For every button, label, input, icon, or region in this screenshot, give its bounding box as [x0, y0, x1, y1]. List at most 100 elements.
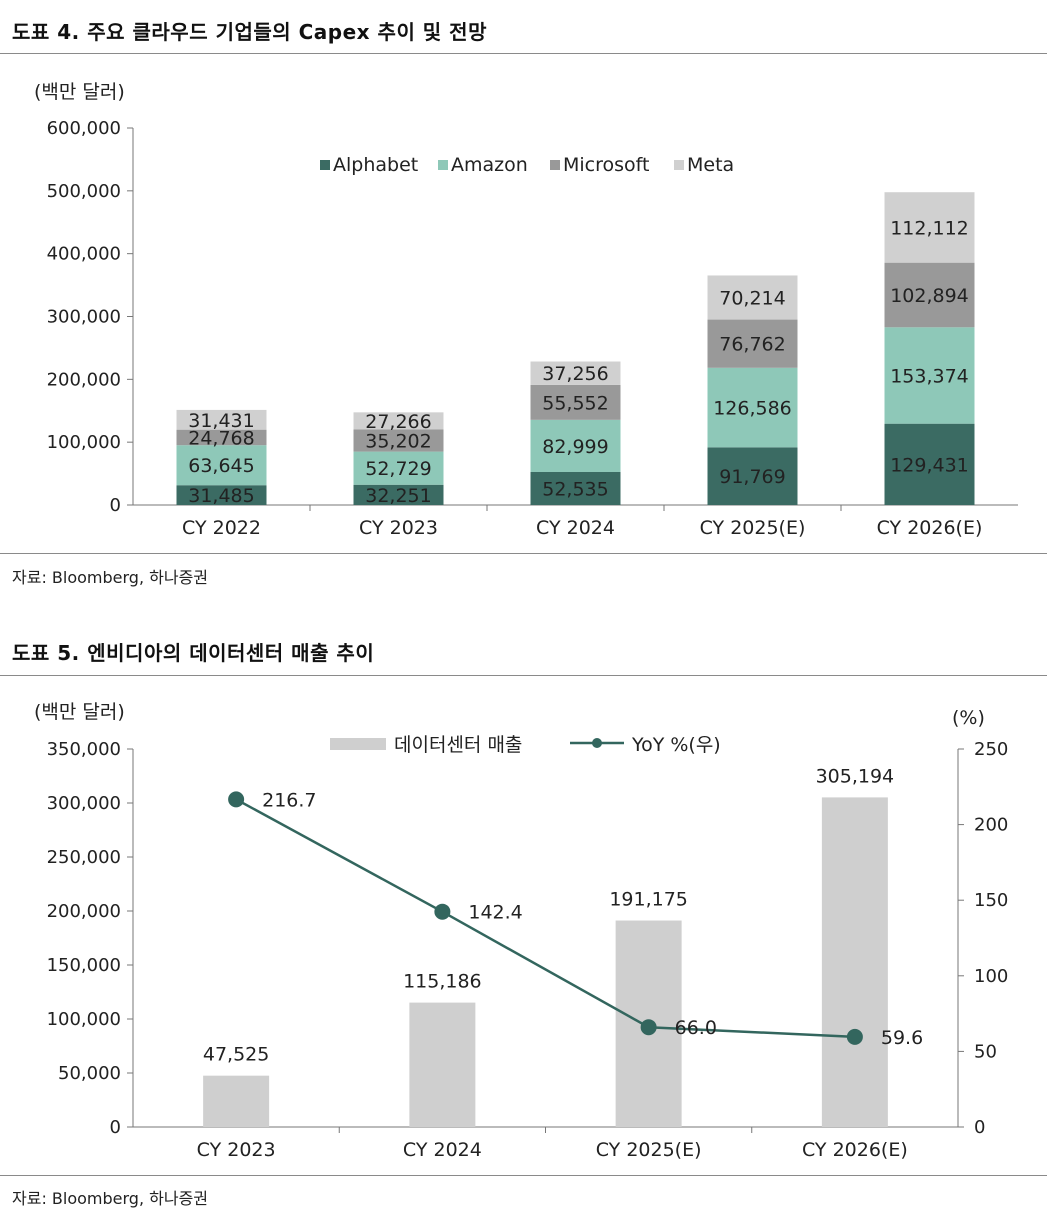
figure4-source: 자료: Bloomberg, 하나증권: [12, 568, 209, 587]
data-label-alphabet: 91,769: [719, 466, 785, 488]
legend-label-microsoft: Microsoft: [563, 154, 649, 176]
legend-swatch-revenue: [330, 738, 386, 750]
right-y-tick-label: 100: [974, 966, 1008, 987]
right-y-tick-label: 200: [974, 815, 1008, 836]
revenue-bar: [203, 1075, 270, 1127]
bar-segment-meta: [884, 192, 975, 263]
data-label-amazon: 63,645: [188, 455, 254, 477]
figure4-bottom-rule: [0, 553, 1047, 554]
figure4-title: 도표 4. 주요 클라우드 기업들의 Capex 추이 및 전망: [12, 20, 487, 44]
legend-label-revenue: 데이터센터 매출: [394, 734, 522, 756]
left-axis-unit-label: (백만 달러): [34, 701, 125, 723]
data-label-amazon: 52,729: [365, 458, 431, 480]
data-label-amazon: 153,374: [890, 365, 969, 387]
bar-segment-meta: [707, 275, 798, 320]
x-tick-label: CY 2023: [359, 517, 438, 539]
y-tick-label: 400,000: [47, 244, 121, 265]
data-label-alphabet: 31,485: [188, 485, 254, 507]
bar-segment-microsoft: [176, 429, 267, 446]
bar-segment-microsoft: [530, 384, 621, 420]
bar-segment-meta: [353, 412, 444, 430]
x-tick-label: CY 2025(E): [700, 517, 806, 539]
right-axis-unit-label: (%): [952, 707, 985, 729]
left-y-tick-label: 150,000: [47, 955, 121, 976]
capex-stacked-bar-chart: (백만 달러) 0 100,000 200,000 300,000 400,000 500,…: [34, 81, 1018, 539]
yoy-line: [235, 798, 855, 1039]
bar-segment-alphabet: [884, 423, 975, 505]
yoy-marker: [228, 791, 245, 808]
data-label-meta: 37,256: [542, 363, 608, 385]
yoy-data-label: 216.7: [262, 789, 316, 811]
bar-segment-amazon: [884, 327, 975, 424]
y-axis-unit-label: (백만 달러): [34, 81, 125, 103]
bar-segment-amazon: [530, 419, 621, 472]
data-label-meta: 27,266: [365, 411, 431, 433]
legend-swatch-yoy-marker: [592, 738, 602, 748]
legend-swatch-microsoft: [550, 160, 560, 170]
yoy-data-label: 59.6: [881, 1027, 923, 1049]
figure4-top-rule: [0, 53, 1047, 54]
right-y-tick-label: 50: [974, 1041, 997, 1062]
figure5-source: 자료: Bloomberg, 하나증권: [12, 1189, 209, 1208]
revenue-data-label: 115,186: [403, 971, 482, 993]
x-tick-label: CY 2022: [182, 517, 261, 539]
left-y-tick-label: 250,000: [47, 847, 121, 868]
data-label-microsoft: 55,552: [542, 392, 608, 414]
bar-segment-meta: [530, 361, 621, 385]
x-tick-label: CY 2026(E): [877, 517, 983, 539]
y-tick-label: 0: [110, 495, 121, 516]
legend-label-alphabet: Alphabet: [333, 154, 418, 176]
revenue-bar: [821, 797, 888, 1127]
x-tick-label: CY 2024: [403, 1139, 482, 1161]
data-label-meta: 70,214: [719, 288, 785, 310]
right-y-tick-label: 150: [974, 890, 1008, 911]
x-tick-label: CY 2024: [536, 517, 615, 539]
y-tick-label: 300,000: [47, 307, 121, 328]
data-label-microsoft: 35,202: [365, 431, 431, 453]
legend-swatch-alphabet: [320, 160, 330, 170]
data-label-alphabet: 52,535: [542, 478, 608, 500]
data-label-microsoft: 102,894: [890, 285, 969, 307]
bar-segment-microsoft: [884, 262, 975, 328]
legend-swatch-amazon: [438, 160, 448, 170]
y-tick-label: 500,000: [47, 181, 121, 202]
right-y-tick-label: 250: [974, 739, 1008, 760]
legend-swatch-meta: [674, 160, 684, 170]
x-tick-label: CY 2025(E): [596, 1139, 702, 1161]
figure5-title: 도표 5. 엔비디아의 데이터센터 매출 추이: [12, 641, 375, 665]
data-label-microsoft: 76,762: [719, 334, 785, 356]
yoy-data-label: 66.0: [675, 1017, 717, 1039]
data-label-alphabet: 32,251: [365, 485, 431, 507]
bar-segment-alphabet: [353, 484, 444, 505]
left-y-tick-label: 350,000: [47, 739, 121, 760]
left-y-tick-label: 0: [110, 1117, 121, 1138]
left-y-tick-label: 200,000: [47, 901, 121, 922]
legend-label-meta: Meta: [687, 154, 734, 176]
bar-segment-amazon: [176, 445, 267, 486]
legend-label-amazon: Amazon: [451, 154, 528, 176]
yoy-marker: [434, 903, 451, 920]
revenue-data-label: 47,525: [203, 1044, 269, 1066]
legend-label-yoy: YoY %(우): [631, 734, 721, 756]
right-y-tick-label: 0: [974, 1117, 985, 1138]
y-tick-label: 200,000: [47, 369, 121, 390]
bar-segment-meta: [176, 409, 267, 430]
revenue-data-label: 191,175: [609, 889, 688, 911]
bar-segment-microsoft: [353, 429, 444, 452]
left-y-tick-label: 50,000: [58, 1063, 121, 1084]
y-tick-label: 100,000: [47, 432, 121, 453]
datacenter-revenue-combo-chart: (백만 달러) (%) 0 50,000 100,000 150,000 200,000 25…: [34, 701, 1008, 1161]
x-tick-label: CY 2026(E): [802, 1139, 908, 1161]
figure5-bottom-rule: [0, 1175, 1047, 1176]
bar-segment-alphabet: [176, 485, 267, 505]
left-y-tick-label: 100,000: [47, 1009, 121, 1030]
yoy-marker: [640, 1019, 657, 1036]
y-tick-label: 600,000: [47, 118, 121, 139]
revenue-bar: [409, 1002, 476, 1127]
data-label-alphabet: 129,431: [890, 454, 969, 476]
bar-segment-amazon: [353, 451, 444, 485]
data-label-microsoft: 24,768: [188, 427, 254, 449]
revenue-data-label: 305,194: [816, 765, 895, 787]
yoy-data-label: 142.4: [468, 902, 522, 924]
figure5-top-rule: [0, 675, 1047, 676]
